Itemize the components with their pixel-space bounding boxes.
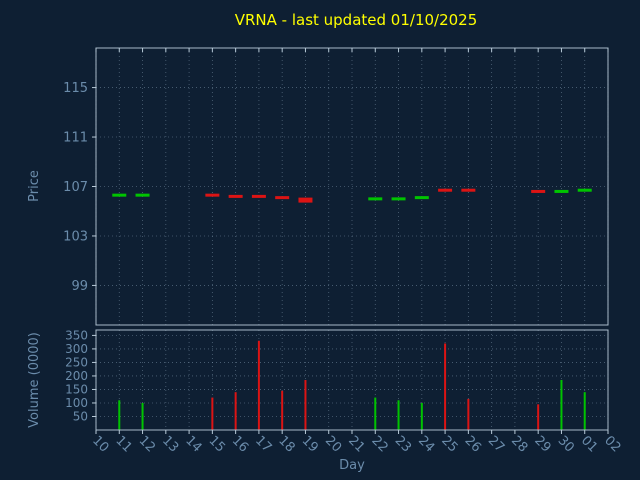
x-tick-label: 25 bbox=[438, 433, 460, 455]
price-marks bbox=[112, 188, 592, 203]
x-tick-label: 16 bbox=[229, 433, 251, 455]
x-tick-label: 02 bbox=[601, 433, 623, 455]
x-tick-label: 20 bbox=[322, 433, 344, 455]
volume-tick-label: 200 bbox=[65, 369, 88, 383]
x-tick-label: 28 bbox=[508, 433, 530, 455]
x-tick-label: 23 bbox=[392, 433, 414, 455]
plot-graphics: 10 11 12 13 14 15 16 17 18 19 20 21 22 23 24 25 26 27 28 29… bbox=[63, 47, 623, 456]
volume-tick-label: 300 bbox=[65, 342, 88, 356]
volume-tick-label: 150 bbox=[65, 382, 88, 396]
gridlines bbox=[95, 48, 609, 430]
volume-bars bbox=[118, 340, 586, 430]
x-tick-label: 27 bbox=[485, 433, 507, 455]
axis-ticks bbox=[92, 48, 609, 434]
x-tick-label: 14 bbox=[182, 433, 204, 455]
price-axis-label: Price bbox=[27, 170, 42, 202]
x-tick-label: 15 bbox=[206, 433, 228, 455]
volume-tick-label: 100 bbox=[65, 396, 88, 410]
price-tick-label: 111 bbox=[63, 131, 88, 146]
price-tick-label: 115 bbox=[63, 81, 88, 96]
x-tick-label: 10 bbox=[89, 433, 111, 455]
x-tick-label: 26 bbox=[462, 433, 484, 455]
chart-title: VRNA - last updated 01/10/2025 bbox=[235, 11, 478, 29]
volume-tick-label: 250 bbox=[65, 355, 88, 369]
x-tick-label: 18 bbox=[275, 433, 297, 455]
panel-frames bbox=[95, 47, 609, 431]
price-tick-label: 103 bbox=[63, 229, 88, 244]
volume-tick-label: 50 bbox=[73, 409, 88, 423]
x-tick-label: 01 bbox=[578, 433, 600, 455]
volume-tick-label: 350 bbox=[65, 328, 88, 342]
x-tick-label: 30 bbox=[555, 433, 577, 455]
x-tick-label: 17 bbox=[252, 433, 274, 455]
x-tick-label: 12 bbox=[136, 433, 158, 455]
price-tick-label: 107 bbox=[63, 180, 88, 195]
x-tick-label: 13 bbox=[159, 433, 181, 455]
x-tick-label: 11 bbox=[112, 433, 134, 455]
x-tick-label: 24 bbox=[415, 433, 437, 455]
x-tick-label: 22 bbox=[368, 433, 390, 455]
price-tick-label: 99 bbox=[71, 279, 88, 294]
tick-labels: 10 11 12 13 14 15 16 17 18 19 20 21 22 23 24 25 26 27 28 29… bbox=[63, 81, 623, 455]
x-axis-label: Day bbox=[339, 458, 365, 473]
x-tick-label: 29 bbox=[531, 433, 553, 455]
volume-axis-label: Volume (0000) bbox=[27, 332, 42, 428]
x-tick-label: 21 bbox=[345, 433, 367, 455]
x-tick-label: 19 bbox=[299, 433, 321, 455]
